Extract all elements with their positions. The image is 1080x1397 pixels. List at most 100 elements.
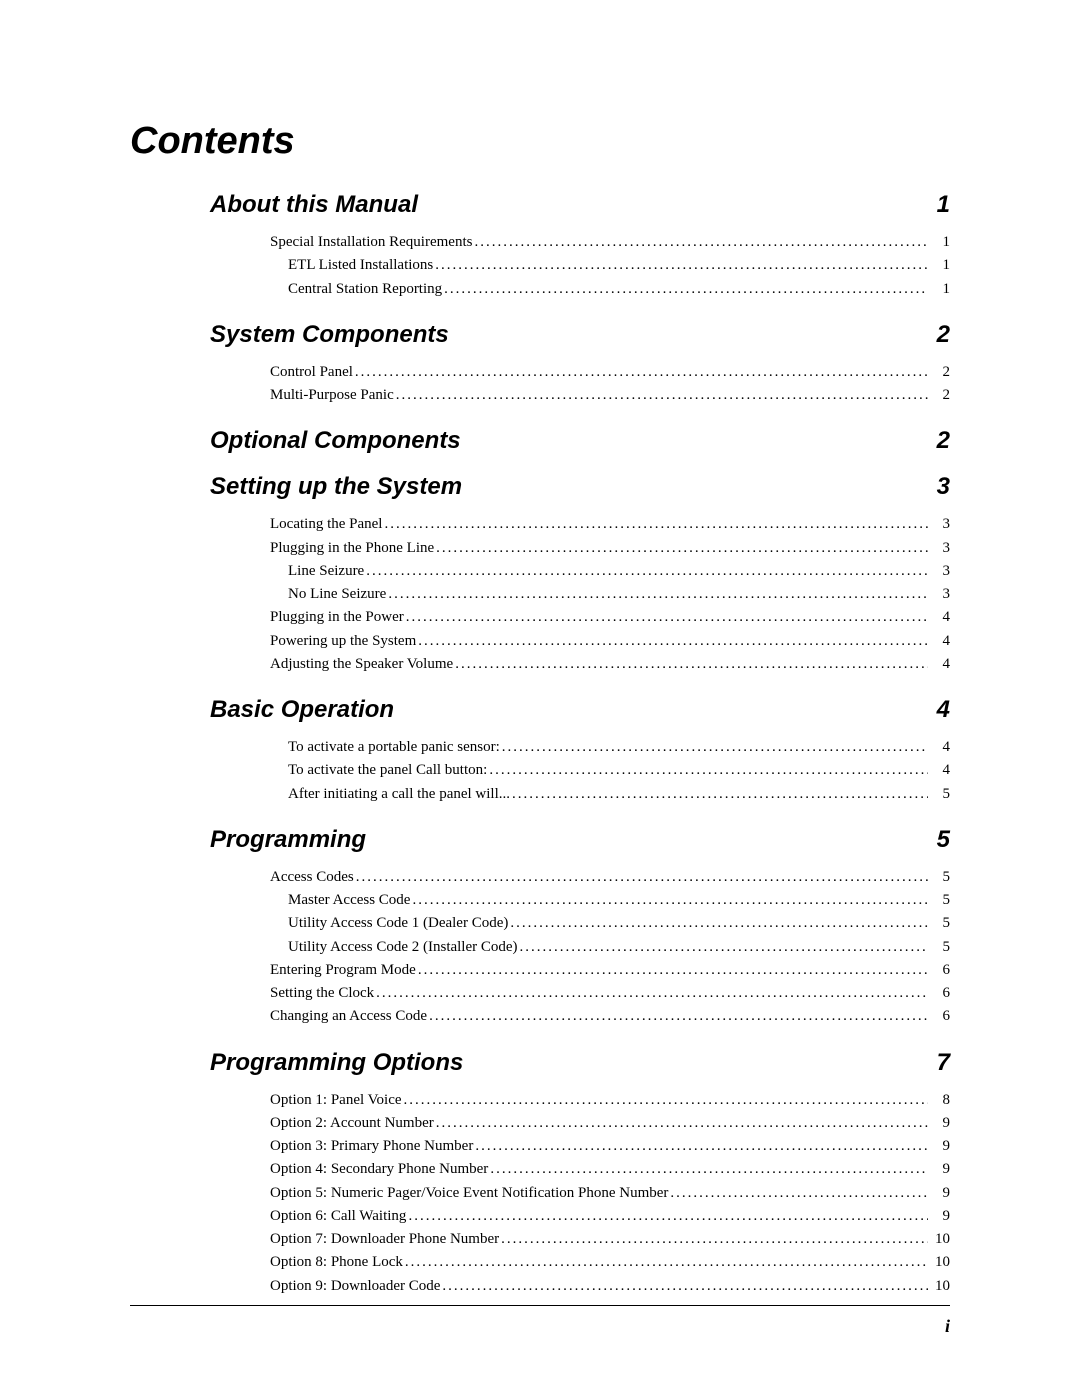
- toc-entry: Option 8: Phone Lock 10: [270, 1251, 950, 1274]
- toc-section-heading: Setting up the System 3: [210, 473, 950, 501]
- toc-entry-label: ETL Listed Installations: [288, 254, 433, 277]
- page-number: i: [130, 1316, 950, 1337]
- toc-entry-label: Master Access Code: [288, 889, 410, 912]
- toc-entry: Multi-Purpose Panic 2: [270, 384, 950, 407]
- toc-section-page: 4: [937, 696, 950, 724]
- footer-rule: [130, 1305, 950, 1306]
- toc-section-title: Programming: [210, 826, 366, 854]
- toc-entry-leader: [455, 653, 928, 676]
- toc-entry-leader: [366, 560, 928, 583]
- toc-entry-page: 1: [930, 231, 950, 254]
- toc-entry-leader: [429, 1005, 928, 1028]
- toc-entry-leader: [474, 231, 928, 254]
- toc-entry-label: To activate the panel Call button:: [288, 759, 487, 782]
- toc-entries: Access Codes5Master Access Code5Utility …: [270, 866, 950, 1029]
- toc-entry-label: Option 9: Downloader Code: [270, 1275, 440, 1298]
- toc-section-title: About this Manual: [210, 191, 418, 219]
- toc-entry-page: 9: [930, 1135, 950, 1158]
- toc-entry-page: 10: [930, 1251, 950, 1274]
- toc-entry-label: Powering up the System: [270, 630, 416, 653]
- toc-entry-label: Access Codes: [270, 866, 354, 889]
- toc-entry-label: Option 3: Primary Phone Number: [270, 1135, 473, 1158]
- toc-entry-leader: [404, 1089, 928, 1112]
- toc-entry-page: 1: [930, 278, 950, 301]
- toc-entry-leader: [435, 254, 928, 277]
- toc-entry-label: To activate a portable panic sensor:: [288, 736, 500, 759]
- toc-entry-page: 5: [930, 889, 950, 912]
- toc-entry-page: 4: [930, 736, 950, 759]
- toc-entry-label: Special Installation Requirements: [270, 231, 472, 254]
- toc-entry-page: 6: [930, 982, 950, 1005]
- toc-entry-label: Locating the Panel: [270, 513, 382, 536]
- toc-section-title: Setting up the System: [210, 473, 462, 501]
- toc-entry-label: Setting the Clock: [270, 982, 374, 1005]
- toc-entry: Option 3: Primary Phone Number 9: [270, 1135, 950, 1158]
- toc-section-heading: System Components2: [210, 321, 950, 349]
- toc-entry-page: 9: [930, 1158, 950, 1181]
- toc-entry-page: 3: [930, 513, 950, 536]
- toc-entry-label: Multi-Purpose Panic: [270, 384, 394, 407]
- toc-entry-page: 2: [930, 384, 950, 407]
- toc-section-page: 2: [937, 321, 950, 349]
- toc-entry-label: Changing an Access Code: [270, 1005, 427, 1028]
- toc-entry-leader: [501, 1228, 928, 1251]
- toc-entry-label: Utility Access Code 1 (Dealer Code): [288, 912, 508, 935]
- toc-entry-label: Central Station Reporting: [288, 278, 442, 301]
- toc-entry: ETL Listed Installations1: [270, 254, 950, 277]
- toc-entry-page: 8: [930, 1089, 950, 1112]
- page-footer: i: [130, 1305, 950, 1337]
- toc-entry: Utility Access Code 2 (Installer Code)5: [270, 936, 950, 959]
- toc-entries: To activate a portable panic sensor:4To …: [270, 736, 950, 806]
- toc-entry-page: 9: [930, 1112, 950, 1135]
- toc-entry-leader: [502, 736, 928, 759]
- toc-section-title: Basic Operation: [210, 696, 394, 724]
- toc-entry-page: 10: [930, 1228, 950, 1251]
- toc-entry-label: Option 1: Panel Voice: [270, 1089, 402, 1112]
- toc-entry-page: 4: [930, 630, 950, 653]
- toc-entry: Powering up the System 4: [270, 630, 950, 653]
- toc-entry-leader: [355, 361, 928, 384]
- toc-entry-page: 6: [930, 1005, 950, 1028]
- toc-entry-leader: [384, 513, 928, 536]
- toc-entry: Option 4: Secondary Phone Number 9: [270, 1158, 950, 1181]
- toc-entry-page: 6: [930, 959, 950, 982]
- toc-entry-page: 9: [930, 1205, 950, 1228]
- toc-entry-page: 4: [930, 653, 950, 676]
- toc-section-title: Programming Options: [210, 1049, 463, 1077]
- toc-section-heading: About this Manual 1: [210, 191, 950, 219]
- toc-entries: Control Panel2Multi-Purpose Panic 2: [270, 361, 950, 408]
- toc-entry-leader: [475, 1135, 928, 1158]
- toc-entry: Locating the Panel 3: [270, 513, 950, 536]
- toc-section-page: 3: [937, 473, 950, 501]
- toc-entry: To activate the panel Call button:4: [270, 759, 950, 782]
- toc-entry: Control Panel2: [270, 361, 950, 384]
- toc-entry-leader: [406, 606, 928, 629]
- toc-entry-leader: [670, 1182, 928, 1205]
- toc-entry-page: 3: [930, 583, 950, 606]
- toc-entry-label: Option 8: Phone Lock: [270, 1251, 403, 1274]
- toc-entry-label: Adjusting the Speaker Volume: [270, 653, 453, 676]
- toc-entry-leader: [490, 1158, 928, 1181]
- toc-entry-leader: [512, 783, 928, 806]
- toc-title: Contents: [130, 120, 950, 163]
- toc-entry: To activate a portable panic sensor: 4: [270, 736, 950, 759]
- toc-entry-leader: [356, 866, 928, 889]
- toc-entry: Option 1: Panel Voice 8: [270, 1089, 950, 1112]
- toc-entry-page: 10: [930, 1275, 950, 1298]
- toc-entry: Plugging in the Phone Line3: [270, 537, 950, 560]
- toc-entry-label: Option 4: Secondary Phone Number: [270, 1158, 488, 1181]
- toc-entry-label: Control Panel: [270, 361, 353, 384]
- toc-entry-label: Line Seizure: [288, 560, 364, 583]
- toc-entry: Option 6: Call Waiting9: [270, 1205, 950, 1228]
- toc-entry: After initiating a call the panel will..…: [270, 783, 950, 806]
- toc-entry: Central Station Reporting 1: [270, 278, 950, 301]
- toc-entry: Adjusting the Speaker Volume 4: [270, 653, 950, 676]
- toc-entry-page: 3: [930, 537, 950, 560]
- toc-entry-page: 5: [930, 783, 950, 806]
- toc-entry-label: Utility Access Code 2 (Installer Code): [288, 936, 518, 959]
- toc-entries: Option 1: Panel Voice8Option 2: Account …: [270, 1089, 950, 1298]
- toc-section-page: 1: [937, 191, 950, 219]
- toc-entry-label: Entering Program Mode: [270, 959, 416, 982]
- toc-entry-leader: [418, 959, 928, 982]
- toc-entry-label: Option 7: Downloader Phone Number: [270, 1228, 499, 1251]
